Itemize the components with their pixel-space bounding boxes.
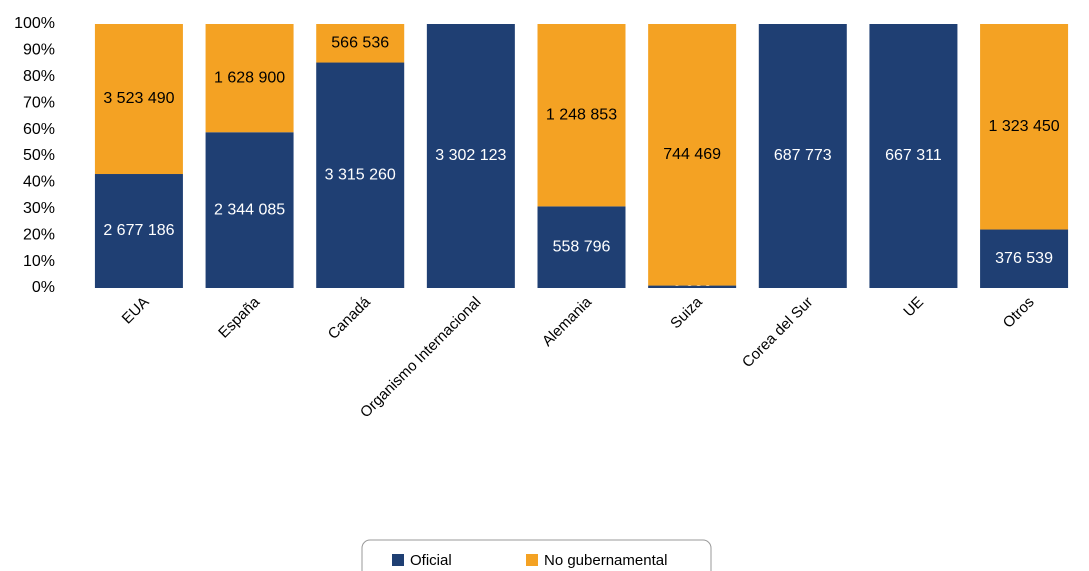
y-tick-label: 50% xyxy=(23,147,55,164)
bar-segment xyxy=(980,229,1069,288)
bar-segment xyxy=(426,24,515,288)
value-label: 3 523 490 xyxy=(103,90,174,107)
y-tick-label: 20% xyxy=(23,226,55,243)
value-label: 2 344 085 xyxy=(214,201,285,218)
bar-segment xyxy=(316,62,405,289)
x-tick-label: Alemania xyxy=(539,293,596,350)
bar-segment xyxy=(537,24,626,207)
y-tick-label: 100% xyxy=(14,15,55,32)
bar-segment xyxy=(648,285,737,288)
y-tick-label: 60% xyxy=(23,121,55,138)
y-tick-label: 10% xyxy=(23,253,55,270)
value-label: 566 536 xyxy=(331,34,389,51)
value-label: 1 323 450 xyxy=(988,118,1059,135)
value-label: 687 773 xyxy=(774,147,832,164)
bar-segment xyxy=(205,132,294,288)
x-tick-label: EUA xyxy=(119,294,153,328)
legend-swatch xyxy=(392,554,404,566)
bar-segment xyxy=(205,24,294,133)
x-tick-label: Organismo Internacional xyxy=(357,294,485,422)
bar-segment xyxy=(980,24,1069,230)
x-tick-label: Otros xyxy=(1000,294,1038,332)
x-tick-label: España xyxy=(215,293,263,341)
value-label: 3 302 123 xyxy=(435,147,506,164)
bar-segment xyxy=(758,24,847,288)
y-tick-label: 70% xyxy=(23,94,55,111)
bar-segment xyxy=(869,24,958,288)
y-tick-label: 40% xyxy=(23,174,55,191)
x-tick-label: Canadá xyxy=(325,293,375,343)
value-label: 1 248 853 xyxy=(546,106,617,123)
x-tick-label: UE xyxy=(900,294,927,321)
value-label: 2 677 186 xyxy=(103,222,174,239)
value-label: 376 539 xyxy=(995,250,1053,267)
value-label: 667 311 xyxy=(885,147,942,164)
bar-segment xyxy=(537,206,626,288)
value-label: 3 315 260 xyxy=(325,166,396,183)
x-tick-label: Suiza xyxy=(667,293,706,332)
bar-segment xyxy=(94,174,183,288)
x-tick-label: Corea del Sur xyxy=(739,294,816,371)
legend-swatch xyxy=(526,554,538,566)
value-label: 558 796 xyxy=(553,238,611,255)
y-tick-label: 80% xyxy=(23,68,55,85)
y-tick-label: 30% xyxy=(23,200,55,217)
legend-label: No gubernamental xyxy=(544,552,667,569)
y-tick-label: 90% xyxy=(23,42,55,59)
bar-segment xyxy=(648,24,737,286)
bar-segment xyxy=(316,24,405,63)
value-label: 744 469 xyxy=(663,146,721,163)
y-tick-label: 0% xyxy=(32,279,55,296)
legend-label: Oficial xyxy=(410,552,452,569)
bar-segment xyxy=(94,24,183,175)
value-label: 1 628 900 xyxy=(214,69,285,86)
